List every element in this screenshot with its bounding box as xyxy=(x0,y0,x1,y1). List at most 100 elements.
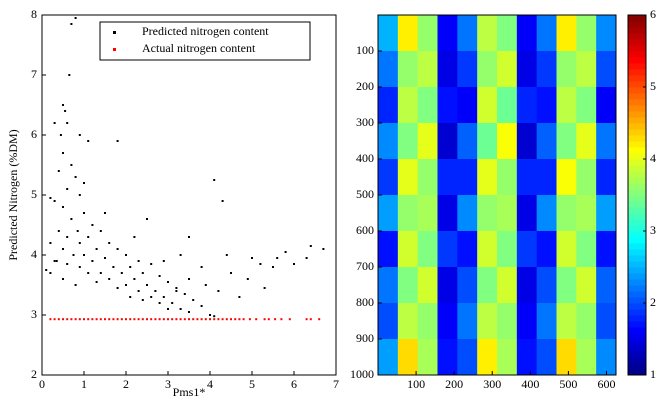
heatmap-cell xyxy=(477,15,498,52)
heatmap-cell xyxy=(397,159,419,196)
data-point xyxy=(200,318,203,321)
data-point xyxy=(78,266,81,268)
data-point xyxy=(171,318,174,321)
y-tick-label: 4 xyxy=(31,247,37,261)
colorbar-segment xyxy=(628,369,646,376)
data-point xyxy=(175,318,178,321)
heatmap-cell xyxy=(477,195,498,232)
heatmap-cell xyxy=(497,339,518,376)
legend-marker xyxy=(113,48,116,51)
heatmap-cell xyxy=(397,339,419,376)
data-point xyxy=(225,318,228,321)
heatmap-cell xyxy=(497,15,518,52)
data-point xyxy=(116,287,119,289)
data-point xyxy=(230,272,232,274)
data-point xyxy=(66,263,69,265)
colorbar-segment xyxy=(628,345,646,352)
colorbar-segment xyxy=(628,51,646,58)
heatmap-cell xyxy=(378,123,399,160)
data-point xyxy=(154,290,157,292)
y-tick-label: 200 xyxy=(356,79,374,93)
data-point xyxy=(104,257,106,259)
data-point xyxy=(87,236,90,238)
data-point xyxy=(66,236,69,238)
colorbar-segment xyxy=(628,129,646,136)
data-point xyxy=(74,284,77,286)
data-point xyxy=(196,318,199,321)
data-point xyxy=(188,278,190,280)
heatmap-cell xyxy=(477,87,498,124)
x-tick-label: 0 xyxy=(39,377,45,391)
colorbar-segment xyxy=(628,225,646,232)
data-point xyxy=(204,284,207,286)
heatmap-cell xyxy=(556,231,577,268)
colorbar-segment xyxy=(628,363,646,370)
colorbar-segment xyxy=(628,135,646,142)
x-tick-label: 2 xyxy=(123,377,129,391)
data-point xyxy=(53,318,56,321)
data-point xyxy=(293,263,295,265)
x-tick-label: 6 xyxy=(291,377,297,391)
colorbar-segment xyxy=(628,87,646,94)
heatmap-cell xyxy=(576,231,597,268)
data-point xyxy=(125,318,127,321)
data-point xyxy=(255,318,258,321)
heatmap-cell xyxy=(417,87,438,124)
data-point xyxy=(125,284,127,286)
colorbar-segment xyxy=(628,213,646,220)
legend-box xyxy=(99,21,311,61)
data-point xyxy=(192,318,195,321)
heatmap-cell xyxy=(596,303,617,340)
data-point xyxy=(274,318,277,321)
heatmap-cell xyxy=(596,159,617,196)
heatmap-cell xyxy=(556,87,577,124)
colorbar-segment xyxy=(628,177,646,184)
data-point xyxy=(116,140,119,142)
x-tick-label: 7 xyxy=(333,377,339,391)
heatmap-cell xyxy=(457,51,478,88)
colorbar-segment xyxy=(628,159,646,166)
heatmap-cell xyxy=(556,303,577,340)
data-point xyxy=(158,318,161,321)
data-point xyxy=(112,318,115,321)
data-point xyxy=(150,263,153,265)
data-point xyxy=(129,266,132,268)
data-point xyxy=(91,260,94,262)
colorbar-segment xyxy=(628,105,646,112)
heatmap-cell xyxy=(596,123,617,160)
heatmap-cell xyxy=(556,123,577,160)
data-point xyxy=(200,266,203,268)
data-point xyxy=(217,290,220,292)
data-point xyxy=(175,290,178,292)
x-tick-label: 4 xyxy=(207,377,213,391)
heatmap-cell xyxy=(576,159,597,196)
colorbar-segment xyxy=(628,285,646,292)
data-point xyxy=(70,23,73,25)
data-point xyxy=(99,272,102,274)
data-point xyxy=(104,318,106,321)
colorbar-segment xyxy=(628,147,646,154)
data-point xyxy=(322,248,325,250)
colorbar-segment xyxy=(628,231,646,238)
heatmap-cell xyxy=(477,303,498,340)
data-point xyxy=(83,182,85,184)
data-point xyxy=(267,318,270,321)
data-point xyxy=(234,318,237,321)
data-point xyxy=(78,134,81,136)
heatmap-cell xyxy=(556,51,577,88)
y-tick-label: 3 xyxy=(31,307,37,321)
data-point xyxy=(141,318,144,321)
data-point xyxy=(62,206,64,208)
colorbar-segment xyxy=(628,243,646,250)
heatmap-cell xyxy=(576,303,597,340)
heatmap-cell xyxy=(437,159,458,196)
data-point xyxy=(108,242,111,244)
legend-label: Predicted nitrogen content xyxy=(142,24,269,38)
data-point xyxy=(70,318,73,321)
y-tick-label: 7 xyxy=(31,67,37,81)
heatmap-cell xyxy=(397,87,419,124)
data-point xyxy=(171,302,174,304)
data-point xyxy=(248,318,251,321)
data-point xyxy=(53,200,56,202)
